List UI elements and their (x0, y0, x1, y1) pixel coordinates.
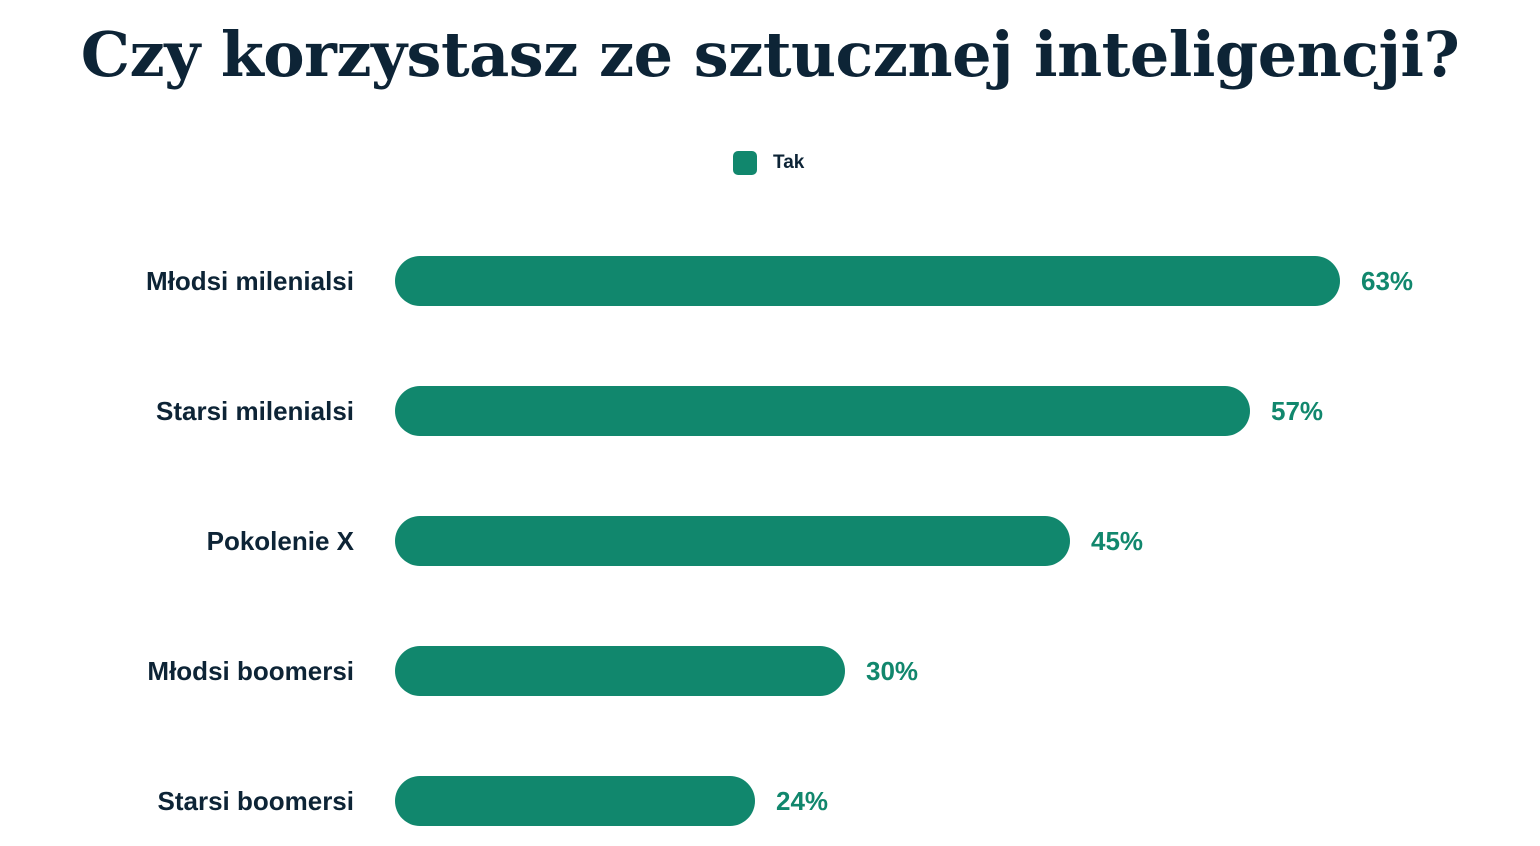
category-label: Młodsi milenialsi (146, 266, 354, 296)
legend: Tak (733, 151, 804, 175)
category-label: Pokolenie X (207, 526, 355, 556)
value-label: 45% (1091, 526, 1143, 556)
category-label: Starsi boomersi (157, 786, 354, 816)
value-label: 30% (866, 656, 918, 686)
bar (395, 776, 755, 826)
value-label: 24% (776, 786, 828, 816)
bar (395, 256, 1340, 306)
chart-title: Czy korzystasz ze sztucznej inteligencji… (80, 18, 1460, 91)
bar (395, 386, 1250, 436)
value-label: 63% (1361, 266, 1413, 296)
bar (395, 646, 845, 696)
bar (395, 516, 1070, 566)
value-label: 57% (1271, 396, 1323, 426)
legend-swatch (733, 151, 757, 175)
legend-label: Tak (773, 152, 805, 173)
category-label: Starsi milenialsi (156, 396, 354, 426)
category-label: Młodsi boomersi (147, 656, 354, 686)
